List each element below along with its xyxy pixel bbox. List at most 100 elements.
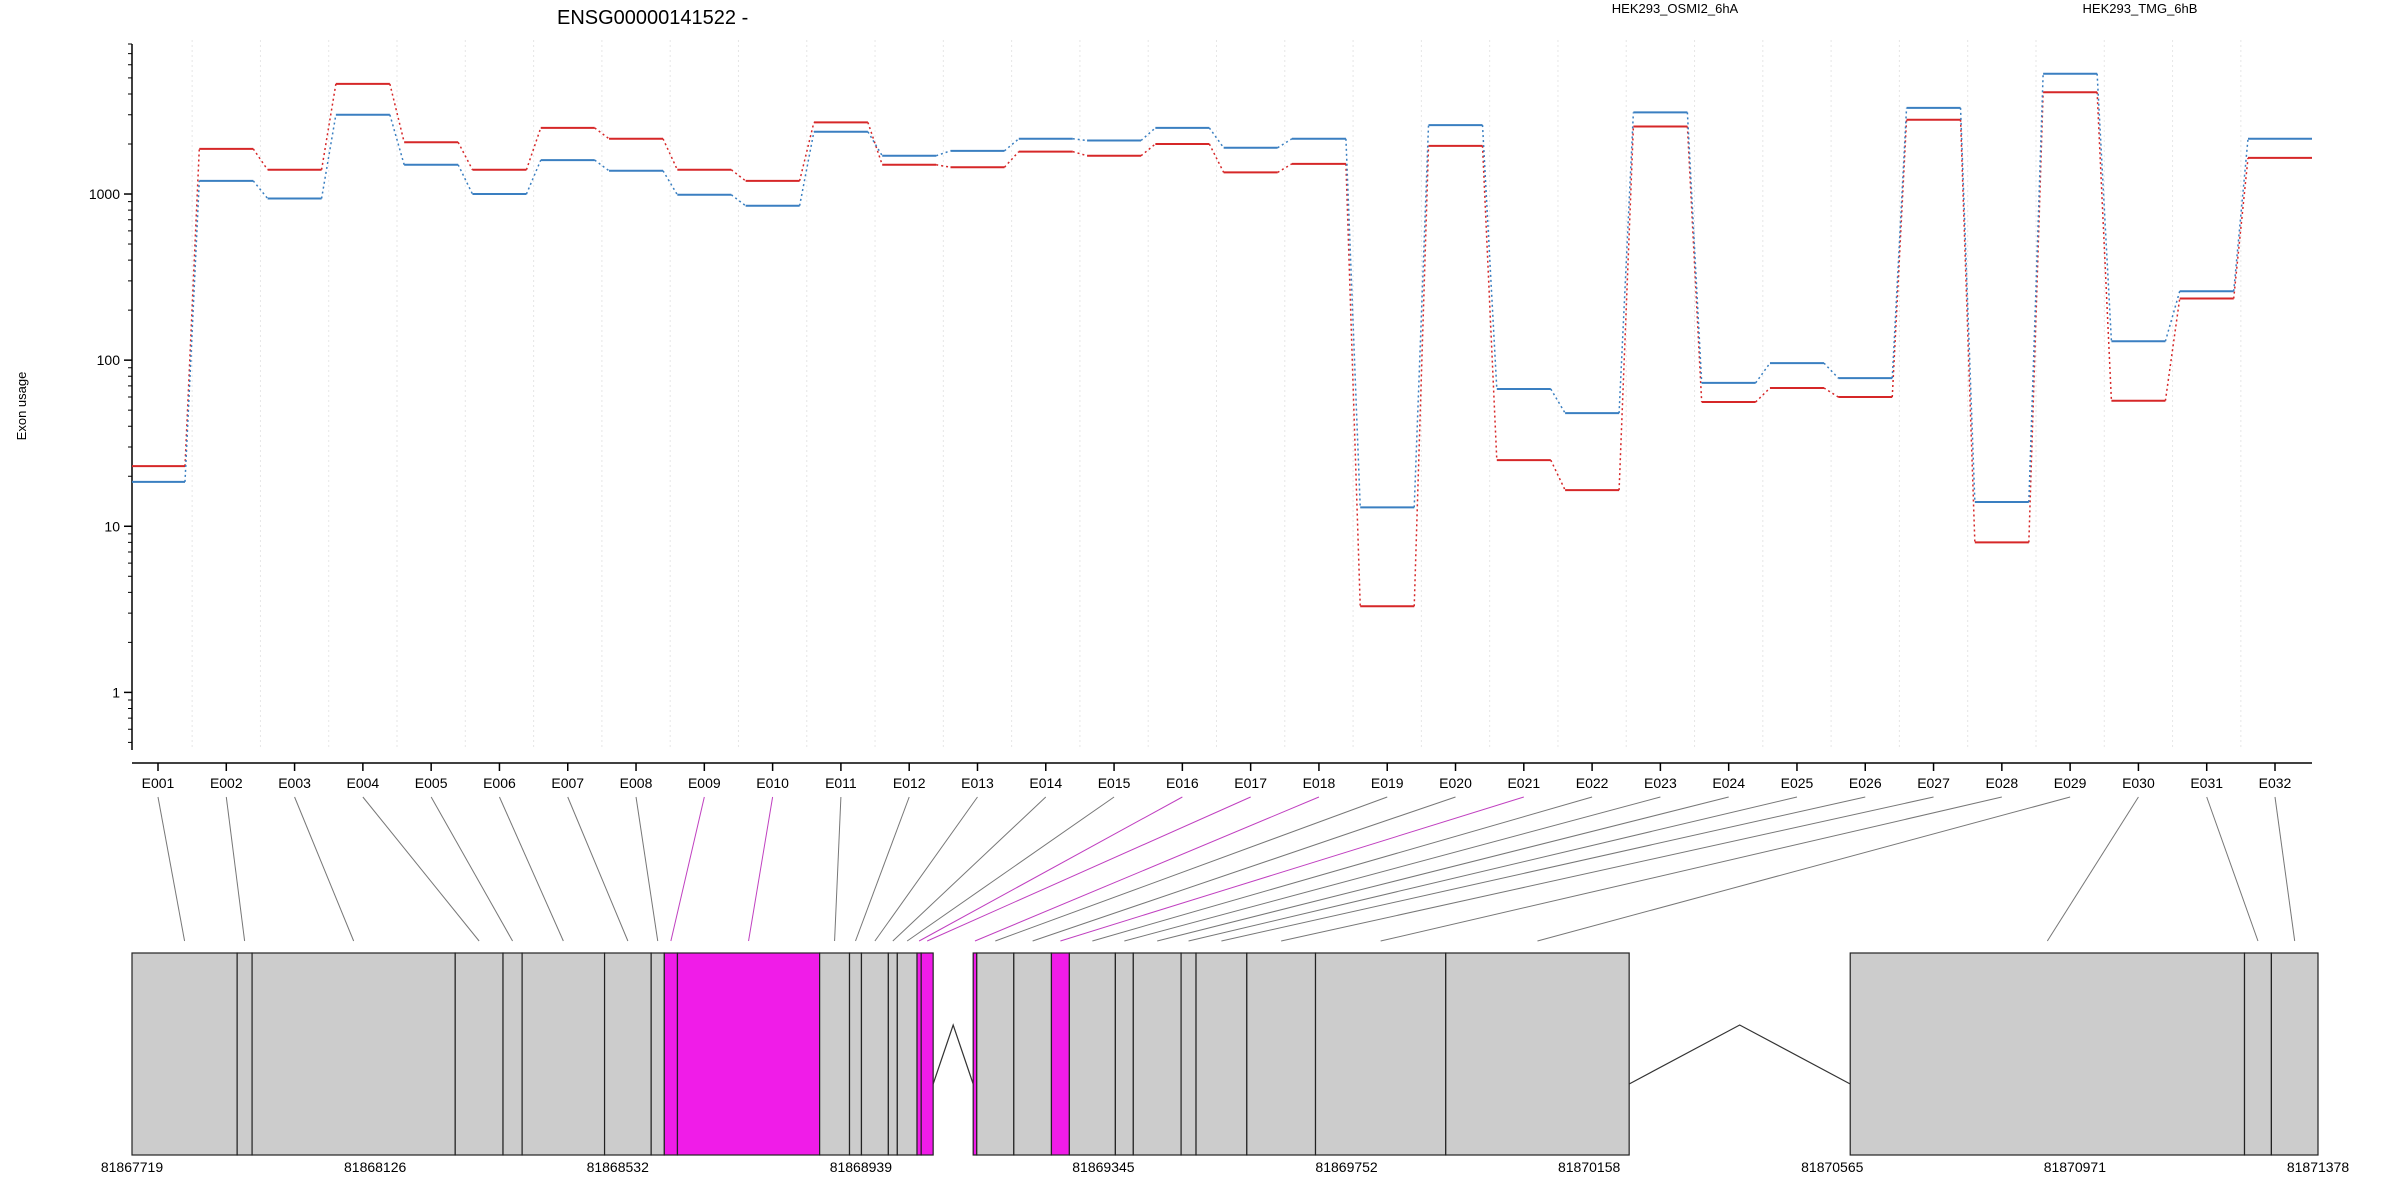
series-connector	[1686, 126, 1703, 403]
exon-block	[1068, 952, 1116, 1156]
x-tick-label: E003	[278, 775, 311, 791]
exon-block	[896, 952, 918, 1156]
exon-block	[1180, 952, 1197, 1156]
exon-connector	[974, 796, 1320, 942]
series-connector	[1481, 145, 1498, 461]
x-tick-label: E012	[893, 775, 926, 791]
y-tick-label: 1000	[89, 186, 120, 202]
genomic-tick-label: 81870565	[1801, 1159, 1864, 1175]
chart-title: ENSG00000141522 -	[557, 7, 748, 29]
exon-block	[976, 952, 1015, 1156]
series-connector	[320, 114, 337, 199]
series-connector	[1755, 387, 1771, 403]
exon-connector	[2046, 796, 2139, 942]
series-connector	[525, 127, 542, 170]
genomic-tick-label: 81870158	[1558, 1159, 1621, 1175]
series-connector	[730, 194, 747, 207]
x-tick-label: E025	[1781, 775, 1814, 791]
x-tick-label: E031	[2190, 775, 2223, 791]
exon-block	[521, 952, 606, 1156]
series-connector	[867, 122, 883, 166]
gene-model-track	[131, 952, 2319, 1156]
exon-connector	[834, 796, 842, 942]
x-tick-label: E011	[825, 775, 857, 791]
series-connector	[1481, 125, 1498, 390]
series-connector	[389, 114, 405, 165]
genomic-tick-label: 81870971	[2044, 1159, 2107, 1175]
series-connector	[457, 141, 474, 171]
series-connector	[1345, 163, 1361, 607]
series-connector	[1891, 119, 1908, 398]
series-connector	[1072, 138, 1088, 142]
exon-block	[502, 952, 523, 1156]
exon-connector	[748, 796, 774, 942]
axes: 1 10 100 1000 E001 E002 E003 E004 E005 E006 E007 E0…	[89, 43, 2312, 791]
series-connector	[2028, 73, 2044, 503]
series-connector	[389, 83, 405, 143]
exon-connector	[1221, 796, 1866, 942]
x-tick-label: E017	[1234, 775, 1267, 791]
series-connector	[1413, 145, 1430, 607]
x-tick-label: E006	[483, 775, 516, 791]
exon-block	[1849, 952, 2246, 1156]
series-connector	[1550, 459, 1566, 491]
exon-connector	[1188, 796, 1798, 942]
exon-block	[2243, 952, 2273, 1156]
series-connector	[1823, 362, 1839, 379]
x-tick-label: E021	[1507, 775, 1540, 791]
series-connector	[594, 127, 610, 140]
exon-connector	[2206, 796, 2259, 942]
exon-block	[887, 952, 898, 1156]
exon-connector	[498, 796, 564, 942]
exon-connector	[1124, 796, 1661, 942]
grid-lines	[191, 40, 2242, 750]
exon-block	[860, 952, 889, 1156]
series-connector	[1891, 107, 1908, 379]
exon-block	[848, 952, 863, 1156]
x-tick-label: E010	[756, 775, 789, 791]
series-connector	[2232, 138, 2249, 292]
x-tick-label: E014	[1029, 775, 1062, 791]
exon-block	[650, 952, 665, 1156]
x-tick-label: E020	[1439, 775, 1472, 791]
exon-connector	[892, 796, 1047, 942]
series-connector	[1686, 112, 1703, 383]
x-tick-label: E030	[2122, 775, 2155, 791]
exon-connector	[635, 796, 659, 942]
genomic-tick-label: 81869752	[1315, 1159, 1378, 1175]
exon-block	[1050, 952, 1070, 1156]
x-tick-label: E001	[142, 775, 175, 791]
exon-connector	[225, 796, 246, 942]
exon-connector	[995, 796, 1388, 942]
x-tick-label: E023	[1644, 775, 1677, 791]
legend-entry-tmg: HEK293_TMG_6hB	[2083, 1, 2198, 16]
exon-block	[819, 952, 851, 1156]
exon-connector	[1157, 796, 1729, 942]
exon-connector-lines	[157, 796, 2296, 942]
genomic-tick-label: 81871378	[2287, 1159, 2350, 1175]
x-tick-label: E018	[1303, 775, 1336, 791]
series-connector	[1140, 127, 1156, 142]
series-group	[132, 72, 2312, 608]
x-tick-label: E007	[551, 775, 584, 791]
exon-connector	[1380, 796, 2002, 942]
series-connector	[798, 131, 815, 206]
series-connector	[252, 148, 269, 171]
exon-block	[1445, 952, 1630, 1156]
exon-connector	[430, 796, 513, 942]
legend-entry-osmi2: HEK293_OSMI2_6hA	[1612, 1, 1739, 16]
x-tick-label: E016	[1166, 775, 1199, 791]
series-connector	[1755, 362, 1771, 384]
exon-block	[1314, 952, 1447, 1156]
series-connector	[1004, 138, 1020, 152]
series-connector	[1003, 151, 1020, 168]
exon-connector	[362, 796, 480, 942]
series-connector	[2164, 298, 2181, 401]
x-tick-label: E027	[1917, 775, 1950, 791]
series-connector	[2028, 92, 2044, 543]
series-connector	[252, 180, 269, 199]
y-tick-label: 100	[97, 352, 121, 368]
x-tick-label: E028	[1985, 775, 2018, 791]
exon-block	[2270, 952, 2319, 1156]
series-osmi2	[132, 82, 2312, 608]
